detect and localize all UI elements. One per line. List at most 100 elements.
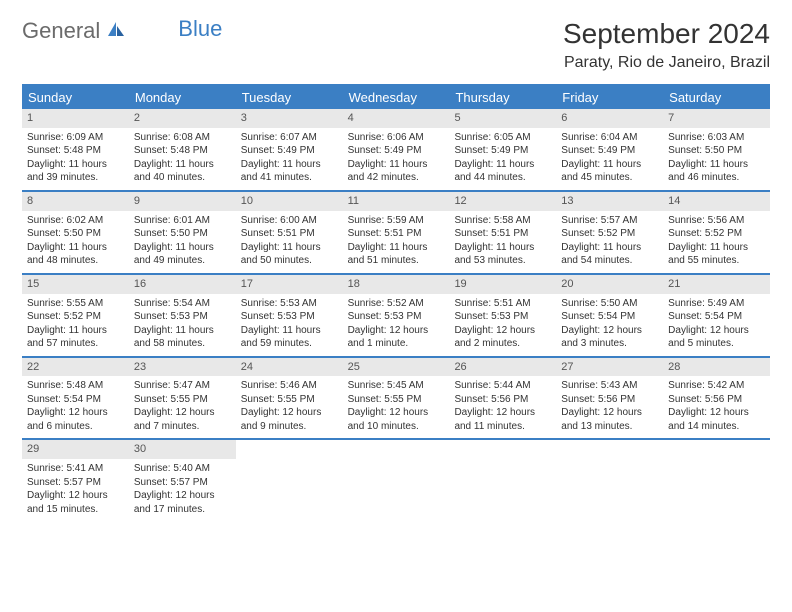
day-body: Sunrise: 6:01 AMSunset: 5:50 PMDaylight:… <box>129 211 236 273</box>
daylight-line: Daylight: 11 hours and 59 minutes. <box>241 324 338 351</box>
sunset-line: Sunset: 5:55 PM <box>134 393 231 407</box>
sunrise-line: Sunrise: 6:03 AM <box>668 131 765 145</box>
day-body: Sunrise: 5:42 AMSunset: 5:56 PMDaylight:… <box>663 376 770 438</box>
day-cell: 12Sunrise: 5:58 AMSunset: 5:51 PMDayligh… <box>449 192 556 273</box>
day-number: 30 <box>129 440 236 459</box>
logo-text-general: General <box>22 18 100 44</box>
day-body: Sunrise: 5:53 AMSunset: 5:53 PMDaylight:… <box>236 294 343 356</box>
day-body: Sunrise: 5:56 AMSunset: 5:52 PMDaylight:… <box>663 211 770 273</box>
sunset-line: Sunset: 5:56 PM <box>668 393 765 407</box>
day-body: Sunrise: 5:57 AMSunset: 5:52 PMDaylight:… <box>556 211 663 273</box>
day-cell: 8Sunrise: 6:02 AMSunset: 5:50 PMDaylight… <box>22 192 129 273</box>
daylight-line: Daylight: 12 hours and 11 minutes. <box>454 406 551 433</box>
daylight-line: Daylight: 12 hours and 6 minutes. <box>27 406 124 433</box>
sunrise-line: Sunrise: 5:47 AM <box>134 379 231 393</box>
day-body: Sunrise: 6:05 AMSunset: 5:49 PMDaylight:… <box>449 128 556 190</box>
sunset-line: Sunset: 5:53 PM <box>348 310 445 324</box>
day-number: 13 <box>556 192 663 211</box>
day-number: 2 <box>129 109 236 128</box>
day-body: Sunrise: 5:46 AMSunset: 5:55 PMDaylight:… <box>236 376 343 438</box>
day-number: 28 <box>663 358 770 377</box>
title-block: September 2024 Paraty, Rio de Janeiro, B… <box>563 18 770 72</box>
sunrise-line: Sunrise: 5:51 AM <box>454 297 551 311</box>
daylight-line: Daylight: 12 hours and 9 minutes. <box>241 406 338 433</box>
day-body: Sunrise: 5:54 AMSunset: 5:53 PMDaylight:… <box>129 294 236 356</box>
day-cell: 25Sunrise: 5:45 AMSunset: 5:55 PMDayligh… <box>343 358 450 439</box>
day-number: 23 <box>129 358 236 377</box>
day-body: Sunrise: 6:06 AMSunset: 5:49 PMDaylight:… <box>343 128 450 190</box>
sunrise-line: Sunrise: 6:04 AM <box>561 131 658 145</box>
day-cell: 28Sunrise: 5:42 AMSunset: 5:56 PMDayligh… <box>663 358 770 439</box>
sunset-line: Sunset: 5:56 PM <box>561 393 658 407</box>
sunset-line: Sunset: 5:54 PM <box>27 393 124 407</box>
day-number: 14 <box>663 192 770 211</box>
day-body: Sunrise: 6:00 AMSunset: 5:51 PMDaylight:… <box>236 211 343 273</box>
day-cell-empty <box>449 440 556 521</box>
sunset-line: Sunset: 5:49 PM <box>561 144 658 158</box>
day-header-friday: Friday <box>556 86 663 109</box>
month-title: September 2024 <box>563 18 770 50</box>
sunrise-line: Sunrise: 5:45 AM <box>348 379 445 393</box>
week-row: 8Sunrise: 6:02 AMSunset: 5:50 PMDaylight… <box>22 192 770 275</box>
day-body: Sunrise: 5:47 AMSunset: 5:55 PMDaylight:… <box>129 376 236 438</box>
day-header-sunday: Sunday <box>22 86 129 109</box>
day-cell: 19Sunrise: 5:51 AMSunset: 5:53 PMDayligh… <box>449 275 556 356</box>
sunrise-line: Sunrise: 6:01 AM <box>134 214 231 228</box>
sunrise-line: Sunrise: 6:05 AM <box>454 131 551 145</box>
day-cell: 4Sunrise: 6:06 AMSunset: 5:49 PMDaylight… <box>343 109 450 190</box>
day-body: Sunrise: 5:45 AMSunset: 5:55 PMDaylight:… <box>343 376 450 438</box>
sunrise-line: Sunrise: 6:06 AM <box>348 131 445 145</box>
sunrise-line: Sunrise: 5:48 AM <box>27 379 124 393</box>
day-body: Sunrise: 5:58 AMSunset: 5:51 PMDaylight:… <box>449 211 556 273</box>
sunset-line: Sunset: 5:50 PM <box>27 227 124 241</box>
day-number: 6 <box>556 109 663 128</box>
day-body: Sunrise: 5:48 AMSunset: 5:54 PMDaylight:… <box>22 376 129 438</box>
daylight-line: Daylight: 11 hours and 53 minutes. <box>454 241 551 268</box>
sunrise-line: Sunrise: 5:54 AM <box>134 297 231 311</box>
day-number: 15 <box>22 275 129 294</box>
day-header-monday: Monday <box>129 86 236 109</box>
week-row: 22Sunrise: 5:48 AMSunset: 5:54 PMDayligh… <box>22 358 770 441</box>
day-cell: 2 Sunrise: 6:08 AMSunset: 5:48 PMDaylight… <box>129 109 236 190</box>
day-cell: 29Sunrise: 5:41 AMSunset: 5:57 PMDayligh… <box>22 440 129 521</box>
daylight-line: Daylight: 11 hours and 40 minutes. <box>134 158 231 185</box>
daylight-line: Daylight: 12 hours and 3 minutes. <box>561 324 658 351</box>
day-number: 25 <box>343 358 450 377</box>
day-body: Sunrise: 6:07 AMSunset: 5:49 PMDaylight:… <box>236 128 343 190</box>
daylight-line: Daylight: 12 hours and 15 minutes. <box>27 489 124 516</box>
sunset-line: Sunset: 5:48 PM <box>134 144 231 158</box>
day-number: 4 <box>343 109 450 128</box>
day-number: 24 <box>236 358 343 377</box>
logo-sail-icon <box>106 18 126 44</box>
sunset-line: Sunset: 5:50 PM <box>668 144 765 158</box>
day-cell: 5Sunrise: 6:05 AMSunset: 5:49 PMDaylight… <box>449 109 556 190</box>
day-number: 7 <box>663 109 770 128</box>
sunrise-line: Sunrise: 5:58 AM <box>454 214 551 228</box>
logo-text-blue: Blue <box>178 16 222 42</box>
sunrise-line: Sunrise: 5:59 AM <box>348 214 445 228</box>
day-header-saturday: Saturday <box>663 86 770 109</box>
day-number: 29 <box>22 440 129 459</box>
day-cell: 24Sunrise: 5:46 AMSunset: 5:55 PMDayligh… <box>236 358 343 439</box>
sunrise-line: Sunrise: 5:44 AM <box>454 379 551 393</box>
day-number: 10 <box>236 192 343 211</box>
day-cell: 15Sunrise: 5:55 AMSunset: 5:52 PMDayligh… <box>22 275 129 356</box>
day-body: Sunrise: 5:41 AMSunset: 5:57 PMDaylight:… <box>22 459 129 521</box>
day-number: 20 <box>556 275 663 294</box>
day-number: 11 <box>343 192 450 211</box>
sunset-line: Sunset: 5:53 PM <box>241 310 338 324</box>
day-body: Sunrise: 5:40 AMSunset: 5:57 PMDaylight:… <box>129 459 236 521</box>
logo: General Blue <box>22 18 222 44</box>
sunset-line: Sunset: 5:53 PM <box>134 310 231 324</box>
day-body: Sunrise: 5:49 AMSunset: 5:54 PMDaylight:… <box>663 294 770 356</box>
sunrise-line: Sunrise: 5:55 AM <box>27 297 124 311</box>
sunset-line: Sunset: 5:51 PM <box>348 227 445 241</box>
sunrise-line: Sunrise: 6:08 AM <box>134 131 231 145</box>
day-number: 12 <box>449 192 556 211</box>
sunrise-line: Sunrise: 5:41 AM <box>27 462 124 476</box>
daylight-line: Daylight: 11 hours and 54 minutes. <box>561 241 658 268</box>
daylight-line: Daylight: 11 hours and 58 minutes. <box>134 324 231 351</box>
sunset-line: Sunset: 5:53 PM <box>454 310 551 324</box>
day-body: Sunrise: 5:43 AMSunset: 5:56 PMDaylight:… <box>556 376 663 438</box>
daylight-line: Daylight: 11 hours and 57 minutes. <box>27 324 124 351</box>
